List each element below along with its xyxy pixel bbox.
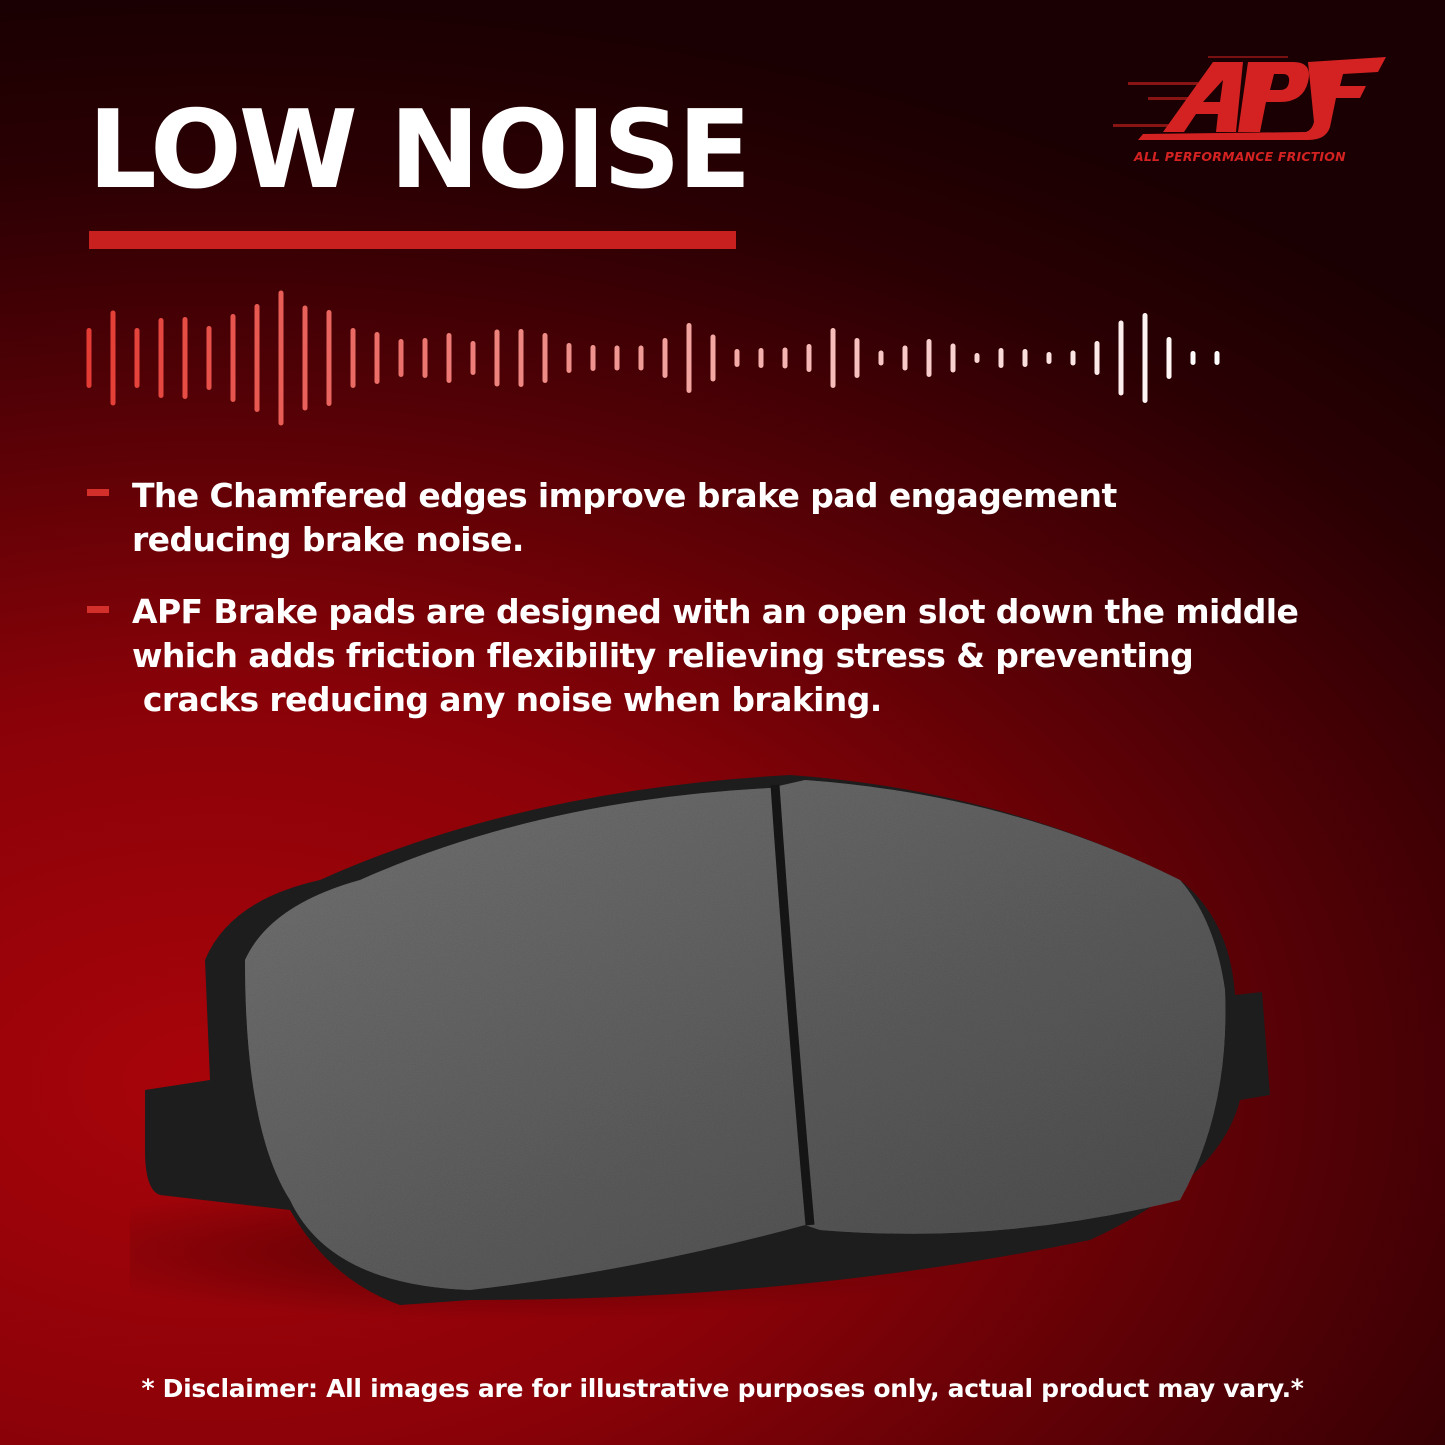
wave-bar (182, 317, 188, 399)
wave-bar (422, 338, 428, 378)
brake-pad-image (130, 775, 1270, 1320)
bullet-chamfered-edges: The Chamfered edges improve brake pad en… (132, 474, 1392, 562)
apf-logo (1113, 56, 1386, 140)
wave-bar (950, 343, 956, 373)
bullet-line: cracks reducing any noise when braking. (132, 680, 882, 719)
wave-bar (158, 318, 164, 398)
bullet-line: APF Brake pads are designed with an open… (132, 592, 1299, 631)
bullet-line: which adds friction flexibility relievin… (132, 636, 1194, 675)
page-title: LOW NOISE (88, 88, 751, 213)
wave-bar (302, 305, 308, 411)
wave-bar (206, 326, 212, 390)
wave-bar (830, 328, 836, 388)
wave-bar (686, 323, 692, 393)
wave-bar (638, 345, 644, 371)
bullet-dash-icon (87, 489, 109, 496)
wave-bar (350, 328, 356, 388)
wave-bar (566, 343, 572, 373)
wave-bar (398, 339, 404, 377)
wave-bar (1166, 337, 1172, 379)
wave-bar (1118, 320, 1124, 396)
wave-bar (926, 339, 932, 377)
wave-bar (134, 328, 140, 388)
bullet-dash-icon (87, 606, 109, 613)
wave-bar (734, 349, 740, 367)
wave-bar (902, 345, 908, 371)
wave-bar (998, 348, 1004, 368)
wave-bar (254, 304, 260, 412)
wave-bar (590, 345, 596, 371)
disclaimer-text: * Disclaimer: All images are for illustr… (141, 1374, 1304, 1403)
wave-bar (710, 334, 716, 382)
wave-bar (782, 347, 788, 369)
wave-bar (758, 348, 764, 368)
wave-bar (542, 333, 548, 383)
wave-bar (494, 329, 500, 387)
wave-bar (326, 310, 332, 406)
wave-bar (1214, 351, 1220, 365)
wave-bar (806, 344, 812, 372)
wave-bar (974, 353, 980, 363)
wave-bar (518, 329, 524, 387)
wave-bar (374, 332, 380, 384)
wave-bar (662, 338, 668, 378)
wave-bar (446, 333, 452, 383)
wave-bar (110, 310, 116, 406)
wave-bar (1070, 350, 1076, 366)
sound-wave-graphic (86, 290, 1220, 426)
wave-bar (614, 345, 620, 371)
logo-tagline: ALL PERFORMANCE FRICTION (1134, 149, 1346, 164)
wave-bar (1046, 352, 1052, 364)
bullet-line: reducing brake noise. (132, 520, 524, 559)
wave-bar (1142, 313, 1148, 403)
bullet-open-slot: APF Brake pads are designed with an open… (132, 590, 1392, 722)
wave-bar (86, 328, 92, 388)
wave-bar (470, 341, 476, 375)
wave-bar (1022, 349, 1028, 367)
wave-bar (1190, 351, 1196, 365)
wave-bar (878, 350, 884, 366)
wave-bar (278, 290, 284, 426)
bullet-line: The Chamfered edges improve brake pad en… (132, 476, 1117, 515)
title-underline (89, 231, 736, 249)
wave-bar (230, 314, 236, 402)
wave-bar (854, 338, 860, 378)
wave-bar (1094, 341, 1100, 375)
